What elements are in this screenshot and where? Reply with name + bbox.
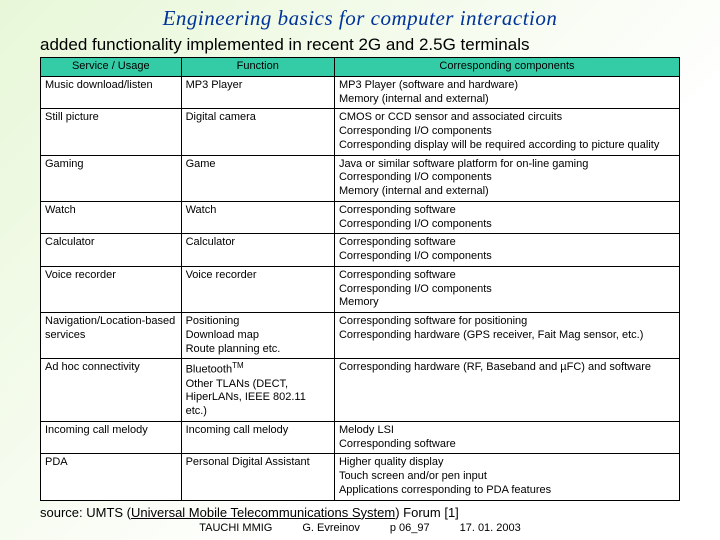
functionality-table: Service / Usage Function Corresponding c… <box>40 57 680 501</box>
footer-date: 17. 01. 2003 <box>460 522 521 534</box>
footer-page: p 06_97 <box>390 522 430 534</box>
table-cell: Music download/listen <box>41 76 182 109</box>
table-cell: Game <box>181 155 334 201</box>
table-cell: PositioningDownload mapRoute planning et… <box>181 313 334 359</box>
table-cell: BluetoothTMOther TLANs (DECT, HiperLANs,… <box>181 359 334 422</box>
table-row: Ad hoc connectivityBluetoothTMOther TLAN… <box>41 359 680 422</box>
table-cell: MP3 Player (software and hardware)Memory… <box>334 76 679 109</box>
table-container: Service / Usage Function Corresponding c… <box>40 57 680 501</box>
source-prefix: source: UMTS ( <box>40 505 131 520</box>
source-suffix: ) Forum [1] <box>395 505 459 520</box>
table-cell: Watch <box>41 201 182 234</box>
table-cell: PDA <box>41 454 182 500</box>
table-cell: Watch <box>181 201 334 234</box>
table-cell: Calculator <box>181 234 334 267</box>
slide-subtitle: added functionality implemented in recen… <box>0 31 720 57</box>
table-cell: Corresponding hardware (RF, Baseband and… <box>334 359 679 422</box>
source-abbr: Universal Mobile Telecommunications Syst… <box>131 505 395 520</box>
table-cell: Navigation/Location-based services <box>41 313 182 359</box>
source-citation: source: UMTS (Universal Mobile Telecommu… <box>0 501 720 520</box>
table-cell: Gaming <box>41 155 182 201</box>
slide-title: Engineering basics for computer interact… <box>0 0 720 31</box>
table-row: Incoming call melodyIncoming call melody… <box>41 421 680 454</box>
table-cell: Corresponding software for positioningCo… <box>334 313 679 359</box>
table-cell: Digital camera <box>181 109 334 155</box>
table-row: PDAPersonal Digital AssistantHigher qual… <box>41 454 680 500</box>
table-cell: Java or similar software platform for on… <box>334 155 679 201</box>
footer-org: TAUCHI MMIG <box>199 522 272 534</box>
table-cell: Personal Digital Assistant <box>181 454 334 500</box>
table-cell: Incoming call melody <box>181 421 334 454</box>
table-row: Navigation/Location-based servicesPositi… <box>41 313 680 359</box>
table-cell: Calculator <box>41 234 182 267</box>
table-row: WatchWatchCorresponding softwareCorrespo… <box>41 201 680 234</box>
table-cell: Still picture <box>41 109 182 155</box>
table-cell: Voice recorder <box>181 266 334 312</box>
table-cell: Melody LSICorresponding software <box>334 421 679 454</box>
table-cell: Higher quality displayTouch screen and/o… <box>334 454 679 500</box>
col-header-service: Service / Usage <box>41 58 182 77</box>
table-row: CalculatorCalculatorCorresponding softwa… <box>41 234 680 267</box>
table-cell: CMOS or CCD sensor and associated circui… <box>334 109 679 155</box>
col-header-function: Function <box>181 58 334 77</box>
footer-author: G. Evreinov <box>302 522 359 534</box>
col-header-components: Corresponding components <box>334 58 679 77</box>
table-cell: MP3 Player <box>181 76 334 109</box>
table-cell: Corresponding softwareCorresponding I/O … <box>334 266 679 312</box>
table-row: Music download/listenMP3 PlayerMP3 Playe… <box>41 76 680 109</box>
table-cell: Ad hoc connectivity <box>41 359 182 422</box>
table-header-row: Service / Usage Function Corresponding c… <box>41 58 680 77</box>
table-row: Still pictureDigital cameraCMOS or CCD s… <box>41 109 680 155</box>
table-cell: Corresponding softwareCorresponding I/O … <box>334 234 679 267</box>
table-cell: Incoming call melody <box>41 421 182 454</box>
table-row: Voice recorderVoice recorderCorrespondin… <box>41 266 680 312</box>
table-cell: Corresponding softwareCorresponding I/O … <box>334 201 679 234</box>
table-row: GamingGameJava or similar software platf… <box>41 155 680 201</box>
slide-footer: TAUCHI MMIG G. Evreinov p 06_97 17. 01. … <box>0 522 720 534</box>
table-cell: Voice recorder <box>41 266 182 312</box>
